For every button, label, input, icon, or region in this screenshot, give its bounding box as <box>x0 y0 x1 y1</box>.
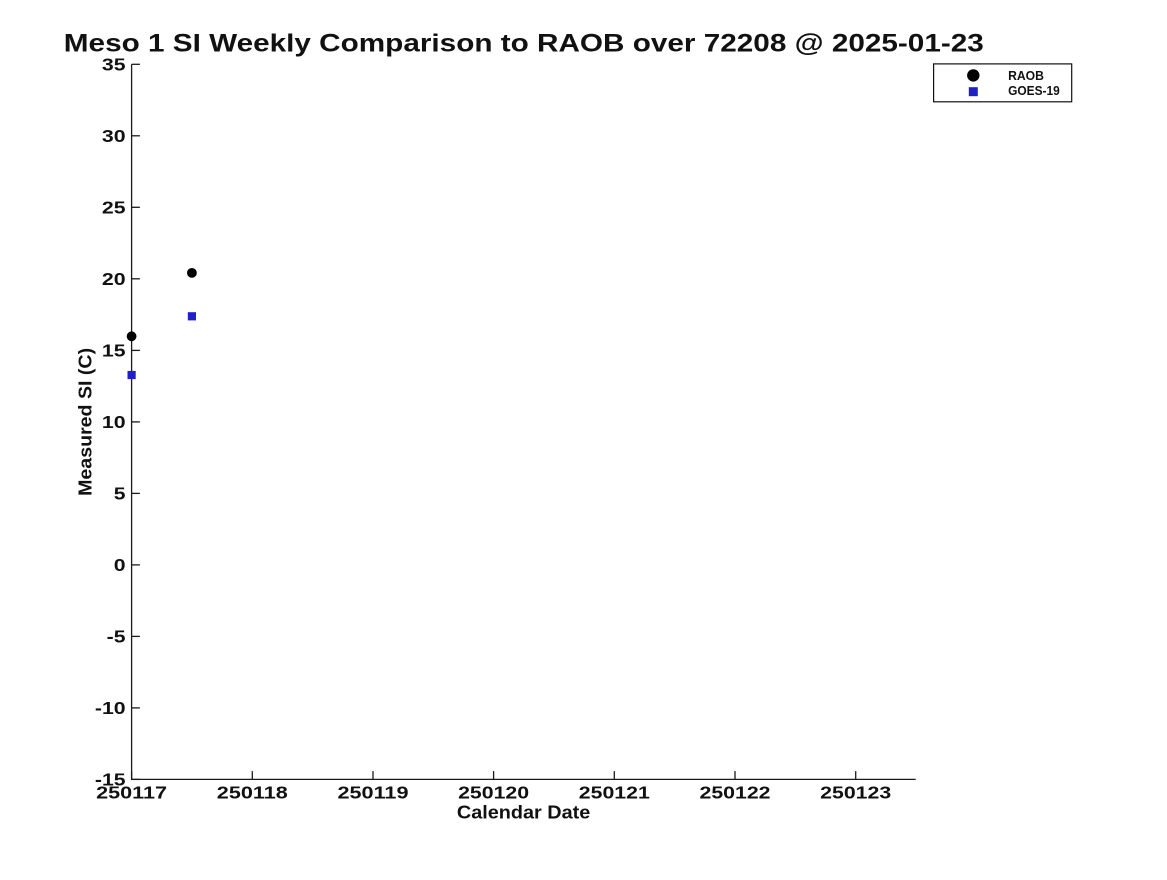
svg-text:-10: -10 <box>95 698 126 718</box>
svg-text:250121: 250121 <box>579 782 650 802</box>
svg-text:250120: 250120 <box>458 782 529 802</box>
svg-text:Calendar Date: Calendar Date <box>457 802 590 823</box>
svg-text:30: 30 <box>102 126 126 146</box>
svg-text:RAOB: RAOB <box>1008 69 1044 83</box>
svg-text:GOES-19: GOES-19 <box>1008 84 1060 98</box>
svg-text:5: 5 <box>114 484 126 504</box>
svg-text:250118: 250118 <box>217 782 288 802</box>
svg-text:250117: 250117 <box>96 782 167 802</box>
svg-text:250123: 250123 <box>820 782 891 802</box>
svg-text:35: 35 <box>102 55 126 75</box>
svg-text:250122: 250122 <box>700 782 771 802</box>
svg-text:15: 15 <box>102 341 126 361</box>
svg-text:-15: -15 <box>95 770 126 790</box>
svg-text:10: 10 <box>102 412 126 432</box>
svg-text:25: 25 <box>102 198 126 218</box>
svg-text:Meso 1 SI Weekly Comparison to: Meso 1 SI Weekly Comparison to RAOB over… <box>64 31 984 58</box>
svg-text:250119: 250119 <box>338 782 409 802</box>
svg-text:-5: -5 <box>107 627 126 647</box>
svg-text:20: 20 <box>102 269 126 289</box>
svg-text:Measured SI (C): Measured SI (C) <box>75 348 96 496</box>
svg-text:0: 0 <box>114 555 126 575</box>
